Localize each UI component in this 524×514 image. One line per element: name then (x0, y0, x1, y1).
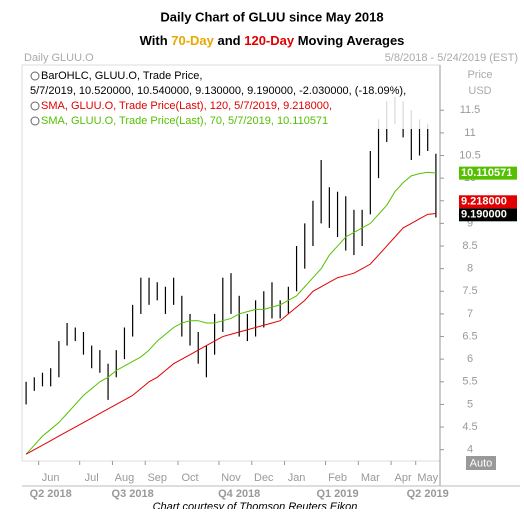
legend-entry: 5/7/2019, 10.520000, 10.540000, 9.130000… (30, 85, 406, 97)
x-tick-label: Sep (147, 472, 167, 484)
price-flag (459, 195, 517, 209)
x-tick-label: Jul (85, 472, 99, 484)
price-flag (459, 208, 517, 222)
x-tick-label: Jan (288, 472, 306, 484)
instrument-label: Daily GLUU.O (24, 52, 94, 64)
legend-icon (30, 116, 40, 126)
y-tick-label: 10.5 (459, 149, 480, 161)
subtitle-part: 70-Day (171, 33, 214, 48)
legend-entry: BarOHLC, GLUU.O, Trade Price, (41, 70, 202, 82)
quarter-label: Q2 2019 (407, 488, 449, 500)
y-tick-label: 11.5 (460, 104, 481, 116)
quarter-label: Q1 2019 (316, 488, 358, 500)
y-tick-label: 5.5 (462, 376, 477, 388)
x-tick-label: Mar (361, 472, 380, 484)
legend-entry: SMA, GLUU.O, Trade Price(Last), 120, 5/7… (41, 100, 332, 112)
chart-title: Daily Chart of GLUU since May 2018 (160, 9, 383, 24)
chart-subtitle: With 70-Day and 120-Day Moving Averages (140, 33, 405, 48)
legend-entry: SMA, GLUU.O, Trade Price(Last), 70, 5/7/… (41, 115, 328, 127)
quarter-label: Q4 2018 (218, 488, 260, 500)
moving-average-line (25, 171, 436, 455)
x-tick-label: Oct (181, 472, 198, 484)
x-tick-label: Feb (328, 472, 347, 484)
x-tick-label: Dec (254, 472, 274, 484)
y-tick-label: 11 (464, 127, 475, 139)
x-tick-label: Nov (221, 472, 241, 484)
y-tick-label: 6 (467, 353, 473, 365)
credit: Chart courtesy of Thomson Reuters Eikon (153, 501, 358, 509)
subtitle-part: and (214, 33, 244, 48)
legend-icon (30, 71, 40, 81)
x-tick-label: Apr (395, 472, 412, 484)
quarter-label: Q2 2018 (30, 488, 72, 500)
y-tick-label: 7.5 (462, 285, 477, 297)
quarter-label: Q3 2018 (112, 488, 154, 500)
y-tick-label: 7 (467, 308, 473, 320)
x-tick-label: Jun (42, 472, 60, 484)
y-tick-label: 8.5 (462, 240, 477, 252)
price-flag-label: 9.190000 (461, 209, 507, 221)
date-range: 5/8/2018 - 5/24/2019 (EST) (385, 52, 518, 64)
auto-button-label[interactable]: Auto (470, 457, 493, 469)
y-tick-label: 5 (467, 398, 473, 410)
legend-background (28, 67, 438, 129)
auto-button[interactable] (466, 456, 496, 470)
moving-average-line (25, 213, 436, 455)
price-flag-label: 9.218000 (461, 196, 507, 208)
legend-icon (30, 101, 40, 111)
x-tick-label: Aug (115, 472, 135, 484)
subtitle-part: 120-Day (244, 33, 295, 48)
subtitle-part: With (140, 33, 172, 48)
y-tick-label: 6.5 (462, 330, 477, 342)
y-tick-label: 8 (467, 263, 473, 275)
y-tick-label: 4.5 (462, 421, 477, 433)
price-flag-label: 10.110571 (461, 167, 512, 179)
y-tick-label: 4 (467, 444, 473, 456)
axis-title: Price (467, 69, 492, 81)
subtitle-part: Moving Averages (294, 33, 404, 48)
y-tick-label: 9 (467, 217, 473, 229)
axis-title: USD (468, 85, 491, 97)
x-tick-label: May (417, 472, 438, 484)
price-flag (459, 166, 517, 180)
